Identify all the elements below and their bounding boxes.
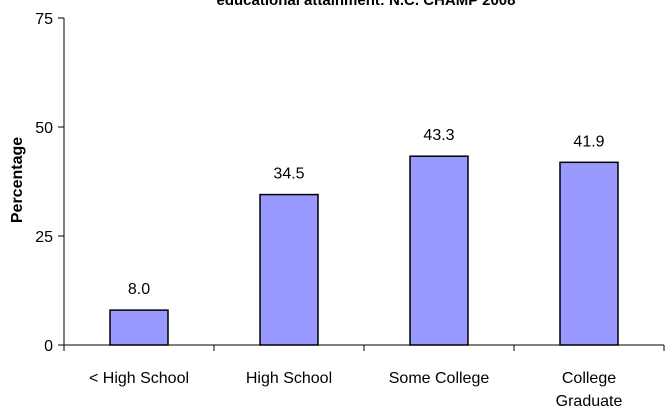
data-label: 41.9 (573, 133, 604, 150)
plot-area: 0 25 50 75 8.0 < High School 34.5 High School 43… (35, 11, 665, 410)
data-label: 43.3 (423, 127, 454, 144)
data-label: 34.5 (273, 166, 304, 183)
x-tick-label: High School (246, 370, 332, 387)
chart-title: educational attainment: N.C. CHAMP 2008 (217, 0, 516, 9)
y-tick-label: 75 (35, 11, 53, 28)
bar (409, 155, 469, 346)
x-tick-label: Some College (389, 370, 490, 387)
x-tick-label: College (562, 370, 616, 387)
data-label: 8.0 (128, 281, 150, 298)
x-tick-label: < High School (89, 370, 189, 387)
bar (109, 309, 169, 346)
bar (259, 193, 319, 346)
bar (559, 161, 619, 346)
y-tick-label: 0 (44, 338, 53, 355)
x-tick-label: Graduate (556, 393, 623, 410)
y-tick-label: 25 (35, 229, 53, 246)
y-axis-label: Percentage (9, 137, 26, 223)
y-tick-label: 50 (35, 120, 53, 137)
